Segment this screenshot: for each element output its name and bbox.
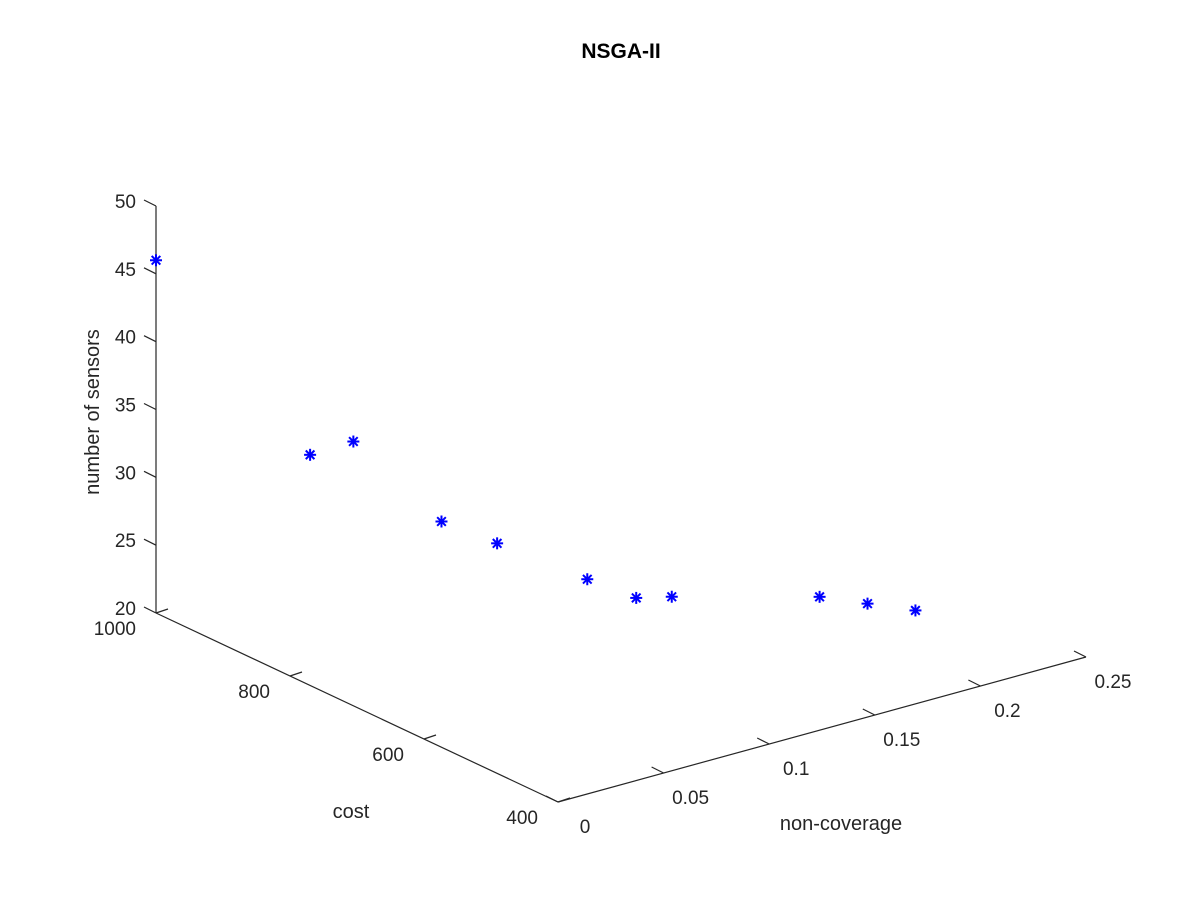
x-tick-label: 0.05: [672, 788, 709, 809]
z-tick: [143, 470, 157, 478]
data-point: [813, 590, 826, 603]
z-tick: [143, 538, 157, 546]
z-tick-label: 50: [115, 192, 136, 213]
z-axis-label: number of sensors: [82, 329, 104, 495]
y-axis-line: [155, 612, 559, 803]
y-tick-label: 1000: [94, 619, 136, 640]
data-markers-group: [150, 254, 922, 617]
data-point: [435, 515, 448, 528]
x-tick: [545, 795, 559, 803]
data-point: [861, 597, 874, 610]
z-tick: [143, 606, 157, 614]
z-tick-label: 30: [115, 463, 136, 484]
y-tick-label: 800: [238, 682, 270, 703]
data-point: [630, 591, 643, 604]
y-tick: [423, 734, 437, 740]
data-point: [304, 448, 317, 461]
x-tick-label: 0.25: [1095, 672, 1132, 693]
y-axis-label: cost: [333, 801, 370, 823]
z-tick: [143, 402, 157, 411]
x-tick: [968, 679, 981, 687]
data-point: [581, 573, 594, 586]
x-tick-label: 0: [580, 817, 591, 838]
y-tick: [557, 797, 571, 803]
x-axis-label: non-coverage: [780, 813, 902, 835]
z-tick-label: 45: [115, 260, 136, 281]
y-tick: [155, 608, 169, 614]
y-tick: [289, 671, 303, 677]
x-tick: [862, 708, 876, 716]
x-tick-label: 0.15: [883, 730, 920, 751]
z-tick: [143, 335, 157, 343]
z-tick: [143, 199, 157, 207]
z-tick: [143, 267, 157, 275]
x-tick-label: 0.1: [783, 759, 809, 780]
z-tick-label: 25: [115, 531, 136, 552]
x-tick: [1073, 650, 1087, 658]
z-tick-label: 40: [115, 328, 136, 349]
y-tick-label: 400: [506, 808, 538, 829]
data-point: [347, 435, 360, 448]
data-point: [665, 590, 678, 603]
x-tick: [756, 737, 770, 745]
chart-title: NSGA-II: [581, 40, 660, 63]
ticks-group: [143, 199, 1087, 803]
data-point: [909, 604, 922, 617]
data-point: [491, 537, 504, 550]
z-tick-label: 20: [115, 599, 136, 620]
y-tick-label: 600: [372, 745, 404, 766]
data-point: [150, 254, 162, 267]
x-tick-label: 0.2: [994, 701, 1020, 722]
x-tick: [651, 766, 664, 774]
x-axis-line: [557, 656, 1087, 803]
z-tick-label: 35: [115, 396, 136, 417]
